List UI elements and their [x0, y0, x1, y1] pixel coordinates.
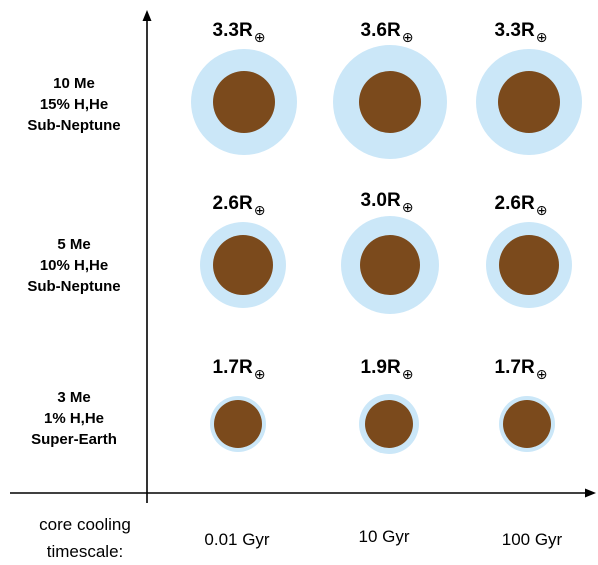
radius-unit: R [238, 193, 253, 214]
planet-r1-c0 [200, 222, 286, 308]
planet-r1-c1 [341, 216, 439, 314]
core-circle [214, 400, 262, 448]
radius-label: 2.6R⊕ [466, 193, 576, 218]
radius-value: 3.6 [360, 20, 387, 41]
radius-unit: R [386, 190, 401, 211]
radius-label: 2.6R⊕ [184, 193, 294, 218]
radius-label: 1.7R⊕ [466, 357, 576, 382]
earth-symbol: ⊕ [401, 29, 414, 45]
earth-symbol: ⊕ [401, 366, 414, 382]
planet-r2-c0 [210, 396, 266, 452]
radius-value: 3.3 [494, 20, 521, 41]
x-axis-caption-line: timescale: [46, 542, 124, 561]
earth-symbol: ⊕ [253, 202, 266, 218]
row-label-3me: 3 Me 1% H,He Super-Earth [4, 387, 144, 450]
row-label-class: Super-Earth [31, 431, 117, 448]
core-circle [499, 235, 559, 295]
planet-r2-c1 [359, 394, 419, 454]
row-label-class: Sub-Neptune [27, 278, 121, 295]
radius-unit: R [520, 357, 535, 378]
radius-value: 1.7 [212, 357, 239, 378]
radius-value: 1.7 [494, 357, 521, 378]
earth-symbol: ⊕ [535, 366, 548, 382]
core-circle [503, 400, 551, 448]
radius-unit: R [386, 357, 401, 378]
row-label-10me: 10 Me 15% H,He Sub-Neptune [4, 73, 144, 136]
earth-symbol: ⊕ [253, 29, 266, 45]
radius-label: 3.3R⊕ [184, 20, 294, 45]
radius-label: 3.0R⊕ [332, 190, 442, 215]
radius-value: 1.9 [360, 357, 387, 378]
y-axis-arrowhead [142, 10, 152, 21]
radius-value: 2.6 [212, 193, 239, 214]
planet-r0-c0 [191, 49, 297, 155]
planet-r0-c2 [476, 49, 582, 155]
core-circle [359, 71, 421, 133]
core-circle [213, 235, 273, 295]
radius-value: 2.6 [494, 193, 521, 214]
planet-r2-c2 [499, 396, 555, 452]
earth-symbol: ⊕ [253, 366, 266, 382]
planet-r1-c2 [486, 222, 572, 308]
radius-unit: R [386, 20, 401, 41]
radius-unit: R [520, 193, 535, 214]
column-label-0: 0.01 Gyr [204, 530, 270, 549]
planet-r0-c1 [333, 45, 447, 159]
core-circle [498, 71, 560, 133]
core-circle [360, 235, 420, 295]
radius-label: 1.9R⊕ [332, 357, 442, 382]
x-axis-arrowhead [585, 488, 596, 498]
earth-symbol: ⊕ [401, 199, 414, 215]
core-circle [213, 71, 275, 133]
column-label-1: 10 Gyr [358, 527, 410, 546]
row-label-mass: 3 Me [57, 389, 91, 406]
radius-unit: R [520, 20, 535, 41]
radius-unit: R [238, 20, 253, 41]
column-label-2: 100 Gyr [501, 530, 563, 549]
row-label-mass: 10 Me [53, 75, 95, 92]
core-circle [365, 400, 413, 448]
x-axis-caption-line: core cooling [39, 515, 131, 534]
radius-value: 3.0 [360, 190, 387, 211]
radius-label: 1.7R⊕ [184, 357, 294, 382]
row-label-mass: 5 Me [57, 236, 91, 253]
row-label-class: Sub-Neptune [27, 117, 121, 134]
row-label-envelope: 15% H,He [39, 96, 109, 113]
radius-unit: R [238, 357, 253, 378]
row-label-envelope: 10% H,He [39, 257, 109, 274]
row-label-envelope: 1% H,He [43, 410, 105, 427]
radius-label: 3.3R⊕ [466, 20, 576, 45]
radius-value: 3.3 [212, 20, 239, 41]
earth-symbol: ⊕ [535, 202, 548, 218]
earth-symbol: ⊕ [535, 29, 548, 45]
row-label-5me: 5 Me 10% H,He Sub-Neptune [4, 234, 144, 297]
x-axis-caption: core cooling timescale: [10, 511, 160, 565]
radius-label: 3.6R⊕ [332, 20, 442, 45]
